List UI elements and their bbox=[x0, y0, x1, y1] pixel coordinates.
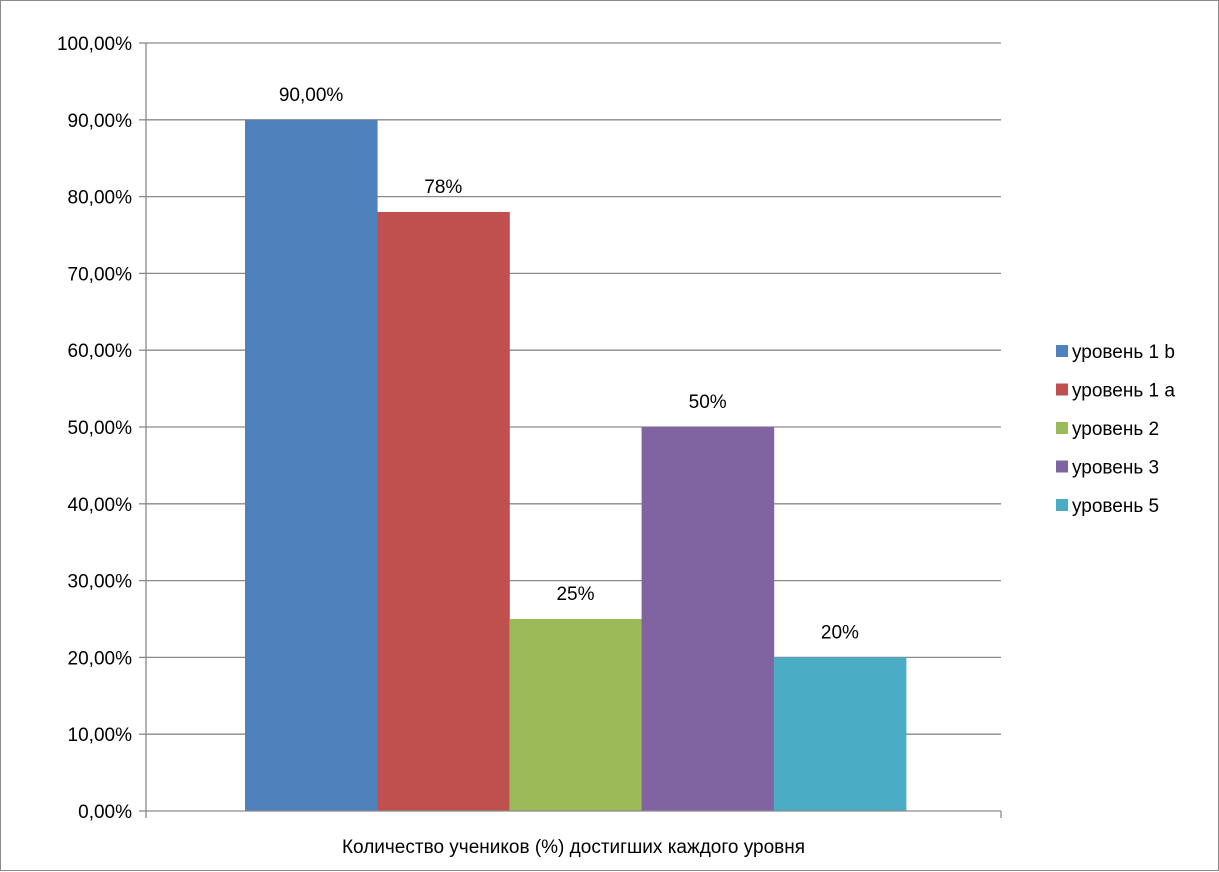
data-label: 20% bbox=[821, 622, 859, 643]
legend-swatch bbox=[1056, 422, 1068, 434]
data-label: 78% bbox=[424, 177, 462, 198]
x-axis-category-labels: Количество учеников (%) достигших каждог… bbox=[342, 837, 805, 858]
legend-swatch bbox=[1056, 345, 1068, 357]
legend-label: уровень 1 b bbox=[1072, 342, 1175, 363]
legend-label: уровень 1 а bbox=[1072, 381, 1175, 402]
y-tick-label: 10,00% bbox=[68, 725, 133, 746]
legend-item: уровень 2 bbox=[1056, 419, 1159, 440]
legend-item: уровень 3 bbox=[1056, 458, 1159, 479]
axes bbox=[139, 42, 1002, 818]
legend-item: уровень 1 а bbox=[1056, 381, 1175, 402]
legend: уровень 1 b уровень 1 а уровень 2 уровень 3… bbox=[1056, 342, 1175, 517]
y-tick-label: 70,00% bbox=[68, 264, 133, 285]
legend-label: уровень 3 bbox=[1072, 458, 1159, 479]
y-tick-label: 20,00% bbox=[68, 648, 133, 669]
data-labels: 90,00% 78% 25% 50% 20% bbox=[279, 85, 859, 644]
data-label: 25% bbox=[556, 584, 594, 605]
y-tick-label: 0,00% bbox=[78, 802, 132, 823]
data-label: 90,00% bbox=[279, 85, 344, 106]
y-tick-label: 30,00% bbox=[68, 572, 133, 593]
legend-item: уровень 1 b bbox=[1056, 342, 1175, 363]
data-label: 50% bbox=[689, 392, 727, 413]
legend-item: уровень 5 bbox=[1056, 496, 1159, 517]
y-tick-label: 40,00% bbox=[68, 495, 133, 516]
bar-5 bbox=[773, 657, 907, 811]
legend-label: уровень 5 bbox=[1072, 496, 1159, 517]
bar-2 bbox=[377, 211, 510, 811]
y-tick-label: 80,00% bbox=[68, 188, 133, 209]
y-tick-label: 100,00% bbox=[57, 34, 132, 55]
y-tick-label: 90,00% bbox=[68, 111, 133, 132]
bar-1 bbox=[245, 119, 378, 812]
legend-swatch bbox=[1056, 499, 1068, 511]
x-category-label: Количество учеников (%) достигших каждог… bbox=[342, 837, 805, 858]
y-tick-label: 50,00% bbox=[68, 418, 133, 439]
y-axis-tick-labels: 0,00% 10,00% 20,00% 30,00% 40,00% 50,00% 60,00… bbox=[57, 34, 132, 823]
legend-label: уровень 2 bbox=[1072, 419, 1159, 440]
legend-swatch bbox=[1056, 460, 1068, 473]
bar-3 bbox=[509, 619, 642, 811]
y-tick-label: 60,00% bbox=[68, 341, 133, 362]
legend-swatch bbox=[1056, 383, 1068, 396]
bar-4 bbox=[641, 427, 775, 811]
bars bbox=[245, 119, 907, 812]
